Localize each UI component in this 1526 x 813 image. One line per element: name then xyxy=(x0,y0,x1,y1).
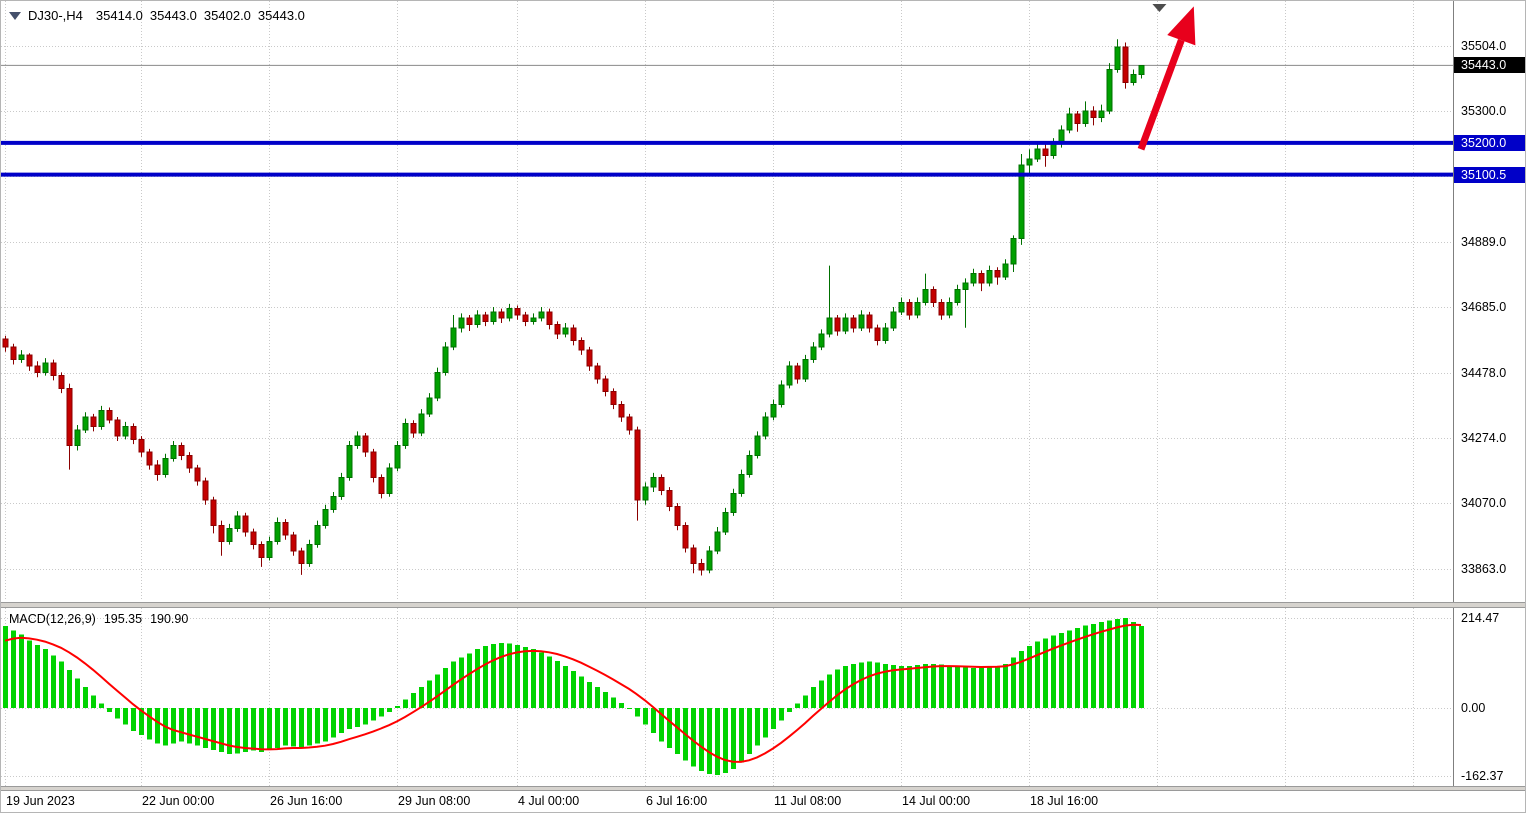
price-grid-label: 34685.0 xyxy=(1461,300,1507,315)
price-grid-label: 34070.0 xyxy=(1461,496,1507,511)
time-label: 14 Jul 00:00 xyxy=(902,794,971,808)
trend-arrow-head[interactable] xyxy=(1167,6,1196,46)
time-label: 11 Jul 08:00 xyxy=(774,794,842,808)
main-grid xyxy=(1,1,1453,601)
time-axis[interactable]: 19 Jun 2023 22 Jun 00:00 26 Jun 16:00 29 Ju… xyxy=(1,791,1525,812)
macd-histogram xyxy=(3,618,1144,776)
macd-axis-label: -162.37 xyxy=(1461,769,1504,784)
level-price-badge: 35200.0 xyxy=(1454,134,1525,151)
macd-axis-label: 214.47 xyxy=(1461,610,1500,625)
panel-splitter[interactable] xyxy=(1,602,1525,608)
time-label: 26 Jun 16:00 xyxy=(270,794,343,808)
time-label: 6 Jul 16:00 xyxy=(646,794,708,808)
price-axis[interactable]: 35504.0 35300.0 34889.0 34685.0 34478.0 34274… xyxy=(1453,1,1525,791)
scroll-marker-icon xyxy=(1152,4,1167,12)
macd-panel[interactable] xyxy=(1,608,1453,786)
chart-header: DJ30-,H4 35414.0 35443.0 35402.0 35443.0 xyxy=(9,8,305,23)
ohlc-close-value: 35443.0 xyxy=(257,8,305,23)
symbol-marker-icon xyxy=(9,12,21,20)
time-axis-splitter[interactable] xyxy=(1,786,1525,791)
current-price-badge: 35443.0 xyxy=(1454,57,1525,74)
time-label: 4 Jul 00:00 xyxy=(518,794,580,808)
price-grid-label: 33863.0 xyxy=(1461,562,1507,577)
price-grid-label: 34889.0 xyxy=(1461,235,1507,250)
time-label: 18 Jul 16:00 xyxy=(1030,794,1099,808)
ohlc-open-value: 35414.0 xyxy=(95,8,143,23)
ohlc-high-value: 35443.0 xyxy=(149,8,197,23)
macd-signal-line xyxy=(4,623,1142,763)
time-label: 22 Jun 00:00 xyxy=(142,794,215,808)
price-grid-label: 35300.0 xyxy=(1461,103,1507,118)
price-chart[interactable] xyxy=(1,1,1453,602)
symbol-timeframe-label: DJ30-,H4 xyxy=(28,8,83,23)
macd-indicator-label: MACD(12,26,9) 195.35 190.90 xyxy=(9,612,188,626)
macd-main-value: 195.35 xyxy=(103,612,143,626)
macd-signal-value: 190.90 xyxy=(150,612,189,626)
trend-arrow[interactable] xyxy=(1137,38,1185,151)
candlesticks xyxy=(2,39,1145,576)
time-label: 29 Jun 08:00 xyxy=(398,794,471,808)
macd-axis-label: 0.00 xyxy=(1461,700,1486,715)
macd-title: MACD(12,26,9) xyxy=(9,612,96,626)
level-price-badge: 35100.5 xyxy=(1454,166,1525,183)
time-label: 19 Jun 2023 xyxy=(6,794,75,808)
price-grid-label: 34478.0 xyxy=(1461,366,1507,381)
ohlc-low-value: 35402.0 xyxy=(203,8,251,23)
price-grid-label: 35504.0 xyxy=(1461,38,1507,53)
price-grid-label: 34274.0 xyxy=(1461,431,1507,446)
